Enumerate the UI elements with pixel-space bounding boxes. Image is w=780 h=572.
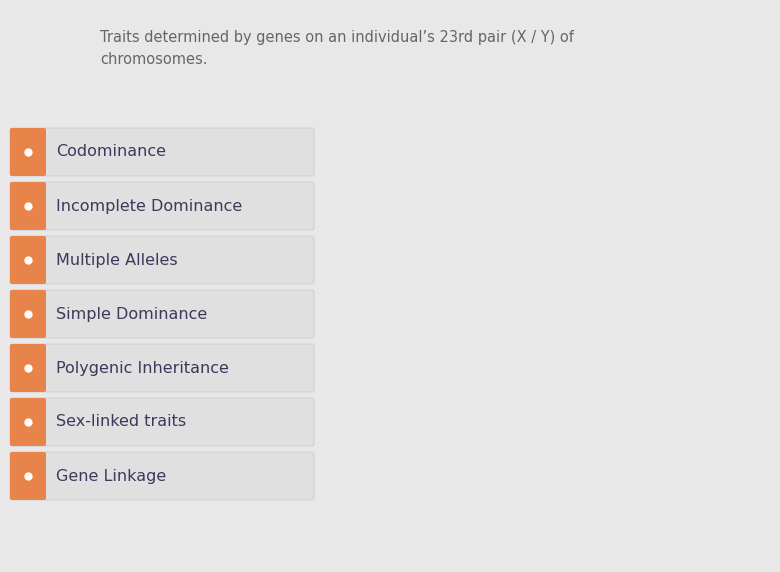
FancyBboxPatch shape: [10, 398, 46, 446]
Text: Multiple Alleles: Multiple Alleles: [56, 252, 178, 268]
Bar: [28, 130, 45, 174]
FancyBboxPatch shape: [10, 452, 46, 500]
Bar: [28, 400, 45, 444]
Bar: [28, 346, 45, 390]
FancyBboxPatch shape: [10, 182, 46, 230]
Text: Codominance: Codominance: [56, 145, 166, 160]
FancyBboxPatch shape: [10, 398, 314, 446]
FancyBboxPatch shape: [10, 344, 46, 392]
Bar: [28, 238, 45, 282]
Bar: [28, 184, 45, 228]
FancyBboxPatch shape: [10, 182, 314, 230]
FancyBboxPatch shape: [10, 344, 314, 392]
Text: Incomplete Dominance: Incomplete Dominance: [56, 198, 243, 213]
FancyBboxPatch shape: [10, 236, 314, 284]
FancyBboxPatch shape: [10, 128, 46, 176]
FancyBboxPatch shape: [10, 128, 314, 176]
Text: Traits determined by genes on an individual’s 23rd pair (X / Y) of
chromosomes.: Traits determined by genes on an individ…: [100, 30, 574, 67]
FancyBboxPatch shape: [10, 290, 314, 338]
Text: Gene Linkage: Gene Linkage: [56, 468, 166, 483]
Text: Polygenic Inheritance: Polygenic Inheritance: [56, 360, 229, 375]
FancyBboxPatch shape: [10, 236, 46, 284]
Text: Sex-linked traits: Sex-linked traits: [56, 415, 186, 430]
Bar: [28, 454, 45, 498]
Bar: [28, 292, 45, 336]
Text: Simple Dominance: Simple Dominance: [56, 307, 207, 321]
FancyBboxPatch shape: [10, 290, 46, 338]
FancyBboxPatch shape: [10, 452, 314, 500]
